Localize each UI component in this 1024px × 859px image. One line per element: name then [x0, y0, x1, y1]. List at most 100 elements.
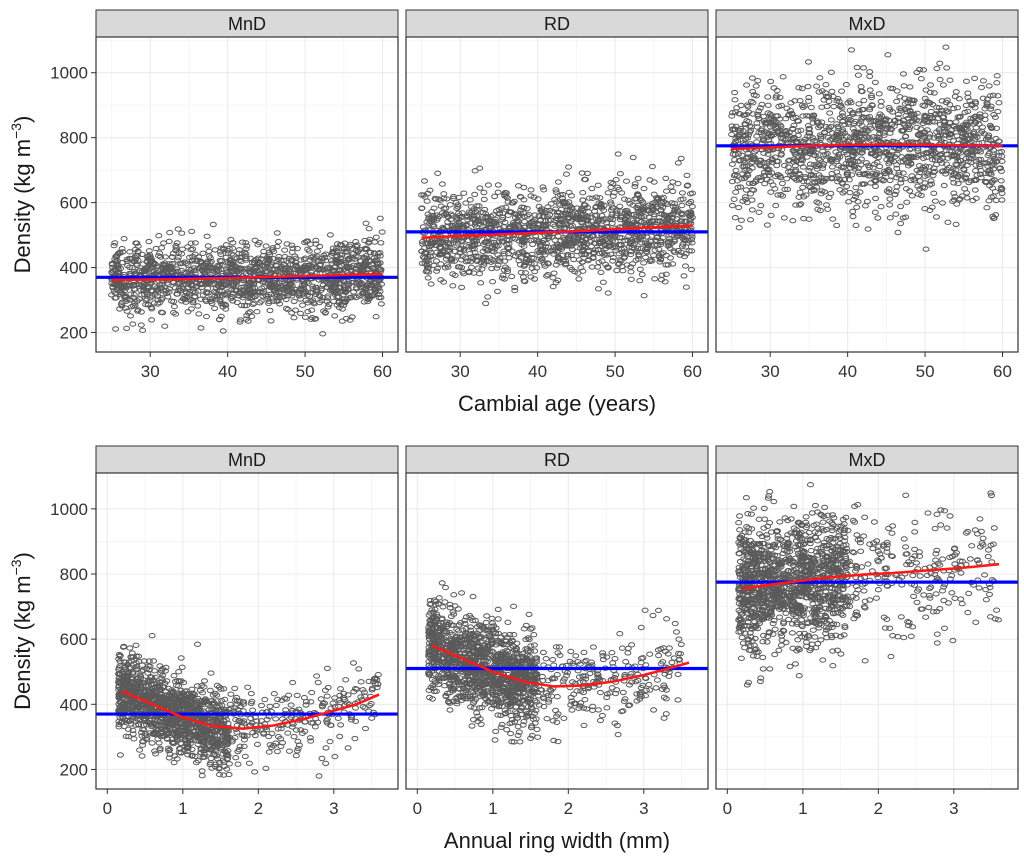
data-point [520, 278, 528, 284]
data-point [350, 289, 358, 295]
data-point [473, 257, 481, 263]
data-point [681, 218, 689, 224]
data-point [662, 252, 670, 259]
data-point [375, 251, 382, 257]
data-point [466, 197, 474, 203]
data-point [151, 261, 159, 267]
data-point [482, 300, 490, 307]
data-point [276, 293, 284, 299]
data-point [278, 285, 286, 291]
data-point [684, 240, 692, 246]
data-point [648, 200, 656, 207]
data-point [677, 218, 685, 225]
data-point [172, 311, 180, 317]
data-point [222, 242, 230, 248]
data-point [681, 253, 689, 260]
data-point [340, 279, 348, 285]
data-point [493, 208, 501, 214]
data-point [229, 245, 237, 252]
data-point [168, 298, 176, 304]
data-point [247, 279, 255, 285]
data-point [365, 293, 373, 299]
data-point [514, 222, 522, 228]
data-point [309, 283, 317, 289]
data-point [542, 243, 549, 250]
data-point [607, 214, 615, 220]
data-point [444, 264, 452, 270]
data-point [657, 195, 665, 202]
data-point [476, 271, 483, 277]
data-point [578, 219, 586, 225]
data-point [437, 203, 445, 209]
facet-strip-label: MxD [849, 14, 886, 34]
data-point [474, 265, 482, 271]
data-point [561, 225, 569, 231]
data-point [502, 190, 510, 196]
data-point [191, 267, 199, 274]
data-point [348, 279, 356, 286]
data-point [163, 290, 170, 297]
data-point [586, 239, 594, 245]
data-point [176, 287, 184, 294]
data-point [562, 221, 570, 228]
data-point [554, 179, 562, 185]
data-point [334, 241, 341, 247]
data-point [519, 274, 527, 280]
data-point [202, 260, 210, 267]
data-point [743, 199, 751, 206]
data-point [604, 290, 612, 296]
data-point [445, 247, 452, 253]
panel-background [716, 37, 1018, 352]
data-point [357, 265, 365, 271]
data-point [306, 293, 314, 299]
data-point [622, 219, 629, 225]
data-point [444, 253, 452, 259]
data-point [943, 65, 951, 71]
data-point [211, 288, 218, 295]
data-point [688, 236, 696, 243]
data-point [632, 221, 640, 227]
data-point [682, 251, 690, 257]
data-point [593, 194, 600, 200]
data-point [731, 89, 739, 96]
data-point [348, 314, 356, 320]
data-point [683, 172, 691, 179]
data-point [353, 244, 361, 250]
data-point [325, 301, 333, 307]
data-point [178, 251, 186, 257]
data-point [436, 197, 444, 203]
data-point [789, 174, 797, 180]
data-point [154, 301, 162, 307]
data-point [458, 210, 466, 216]
data-point [323, 266, 331, 272]
data-point [229, 240, 237, 246]
data-point [511, 287, 519, 294]
data-point [627, 238, 635, 245]
data-point [370, 265, 377, 271]
data-point [318, 258, 326, 264]
data-point [216, 316, 223, 323]
data-point [373, 284, 381, 290]
data-point [549, 283, 557, 290]
data-point [547, 248, 555, 255]
data-point [178, 298, 186, 304]
data-point [223, 269, 231, 275]
data-point [215, 263, 223, 270]
data-point [145, 238, 153, 245]
y-axis-title-close: ) [10, 552, 35, 559]
data-point [625, 244, 633, 250]
data-point [491, 193, 499, 200]
data-point [630, 212, 638, 218]
data-point [334, 258, 342, 264]
data-point [251, 293, 258, 299]
data-point [307, 298, 315, 305]
data-point [206, 255, 214, 261]
data-point [525, 223, 533, 229]
data-point [334, 294, 342, 300]
data-point [197, 263, 205, 270]
data-point [520, 213, 528, 220]
data-point [488, 218, 496, 225]
data-point [580, 240, 588, 246]
data-point [643, 249, 651, 256]
